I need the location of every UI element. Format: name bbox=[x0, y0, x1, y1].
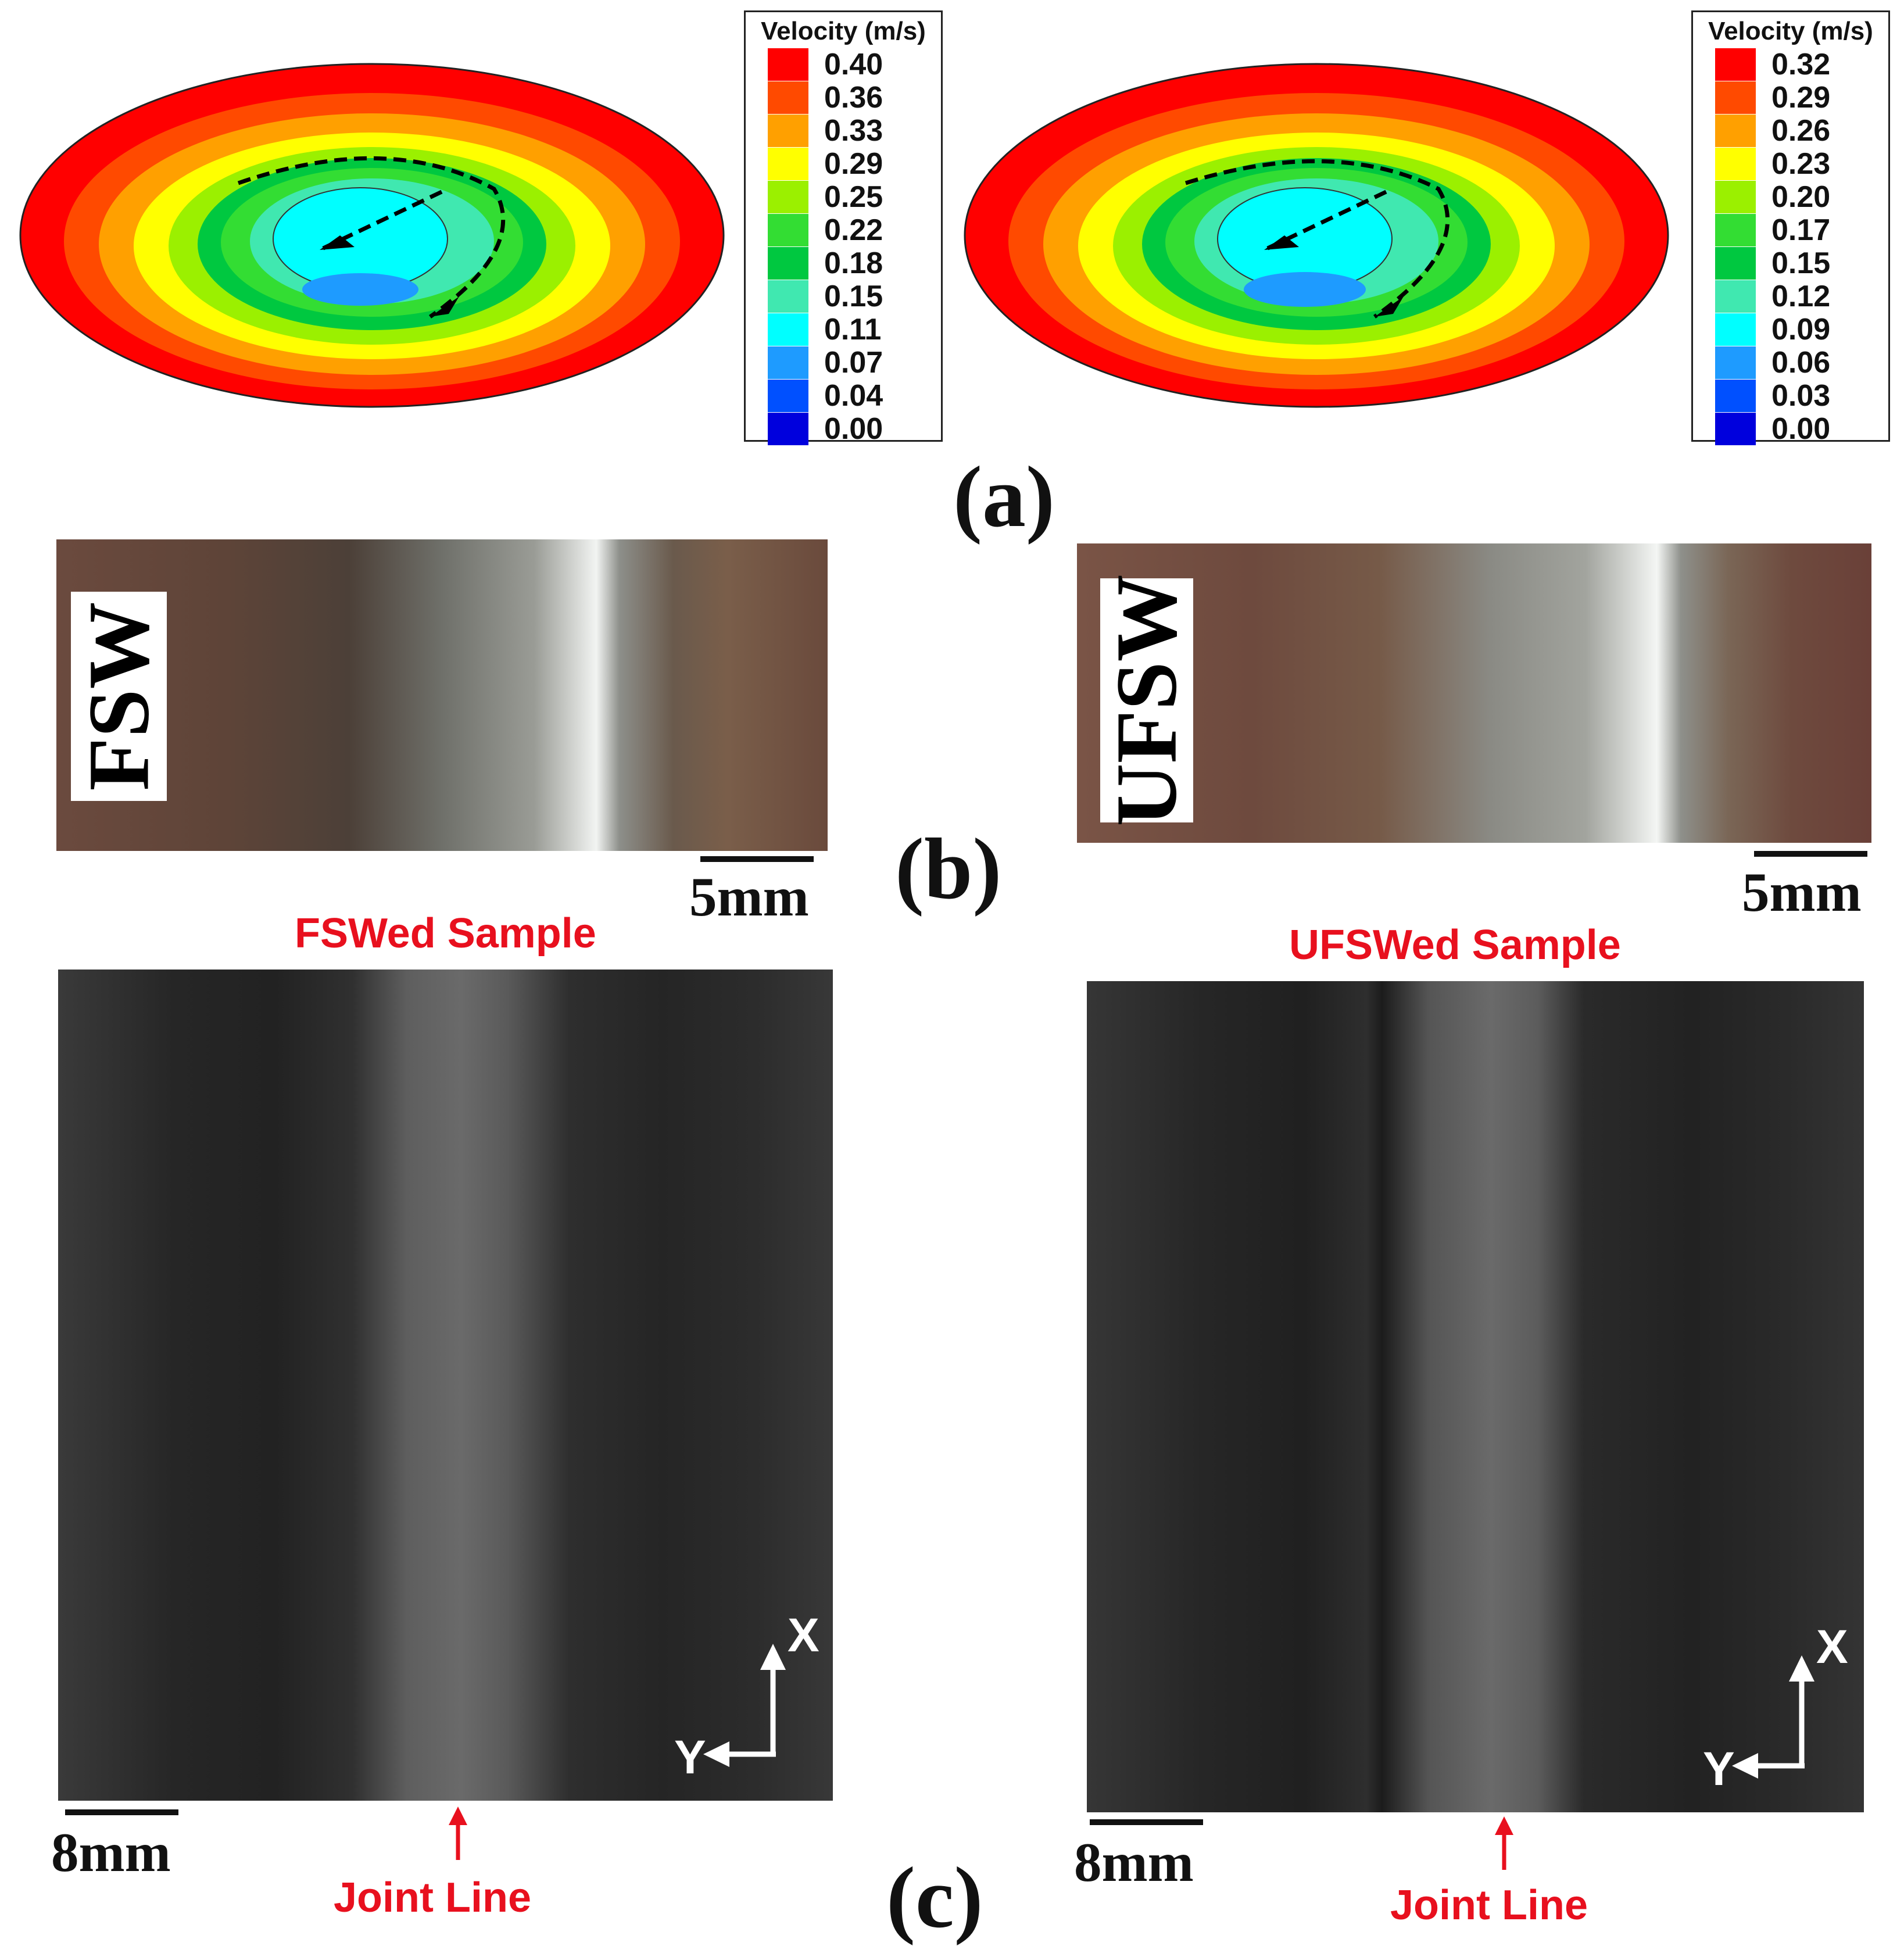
legend-value: 0.03 bbox=[1771, 379, 1831, 413]
scale-bar-right-b bbox=[1754, 851, 1867, 857]
axis-y-label-left: Y bbox=[674, 1731, 706, 1784]
axis-y-label-right: Y bbox=[1703, 1743, 1735, 1795]
panel-c-tag: (c) bbox=[886, 1850, 983, 1946]
legend-value: 0.22 bbox=[824, 213, 883, 247]
scale-label-right-c: 8mm bbox=[1074, 1831, 1194, 1893]
axis-arrows-right bbox=[1732, 1655, 1814, 1779]
axis-x-label-right: X bbox=[1816, 1621, 1848, 1673]
fsw-weld-photo: FSW bbox=[56, 539, 828, 851]
legend-value: 0.20 bbox=[1771, 180, 1831, 214]
legend-value: 0.40 bbox=[824, 48, 883, 81]
legend-value: 0.09 bbox=[1771, 313, 1831, 346]
legend-value: 0.36 bbox=[824, 81, 883, 115]
scale-label-left-b: 5mm bbox=[689, 866, 809, 928]
joint-line-arrow-left bbox=[449, 1807, 467, 1860]
legend-value: 0.17 bbox=[1771, 213, 1831, 247]
legend-title: Velocity (m/s) bbox=[1708, 17, 1873, 45]
axis-arrows-left bbox=[703, 1644, 786, 1767]
legend-value: 0.23 bbox=[1771, 147, 1831, 181]
velocity-legend-right: Velocity (m/s) 0.32 0.29 0.26 0.23 0.20 0.17 0… bbox=[1691, 10, 1890, 446]
legend-swatch bbox=[768, 115, 808, 147]
legend-value: 0.18 bbox=[824, 246, 883, 280]
ufsw-label: UFSW bbox=[1098, 574, 1195, 827]
legend-swatch bbox=[1715, 313, 1756, 346]
joint-line-label-left: Joint Line bbox=[334, 1875, 531, 1921]
legend-value: 0.11 bbox=[824, 313, 882, 346]
legend-swatch bbox=[1715, 81, 1756, 114]
joint-line-label-right: Joint Line bbox=[1390, 1882, 1588, 1929]
fswed-xray-image: X Y bbox=[58, 970, 833, 1801]
panel-a-tag: (a) bbox=[953, 449, 1055, 545]
ufswed-sample-title: UFSWed Sample bbox=[1289, 922, 1621, 968]
legend-value: 0.00 bbox=[824, 412, 883, 446]
legend-value: 0.15 bbox=[1771, 246, 1831, 280]
legend-value: 0.12 bbox=[1771, 280, 1831, 313]
legend-swatch bbox=[768, 48, 808, 81]
legend-title: Velocity (m/s) bbox=[761, 17, 926, 45]
legend-value: 0.32 bbox=[1771, 48, 1831, 81]
legend-swatch bbox=[768, 247, 808, 280]
legend-value: 0.15 bbox=[824, 280, 883, 313]
fsw-label-box: FSW bbox=[71, 592, 167, 801]
fsw-label: FSW bbox=[70, 602, 167, 791]
legend-swatch bbox=[1715, 247, 1756, 280]
legend-swatch bbox=[768, 313, 808, 346]
legend-swatch bbox=[1715, 346, 1756, 379]
legend-swatch bbox=[1715, 181, 1756, 213]
legend-value: 0.25 bbox=[824, 180, 883, 214]
legend-swatch bbox=[768, 148, 808, 180]
legend-value: 0.07 bbox=[824, 346, 883, 380]
legend-swatch bbox=[768, 81, 808, 114]
ufswed-xray-image: X Y bbox=[1087, 981, 1864, 1812]
legend-value: 0.00 bbox=[1771, 412, 1831, 446]
legend-swatch bbox=[768, 346, 808, 379]
ufsw-label-box: UFSW bbox=[1098, 574, 1195, 826]
legend-swatch bbox=[1715, 280, 1756, 313]
scale-bar-left-b bbox=[700, 856, 814, 862]
velocity-contour-left bbox=[19, 63, 725, 408]
legend-value: 0.26 bbox=[1771, 114, 1831, 148]
legend-value: 0.04 bbox=[824, 379, 883, 413]
axis-x-label-left: X bbox=[788, 1609, 819, 1662]
joint-line-arrow-right bbox=[1495, 1816, 1513, 1870]
scale-label-left-c: 8mm bbox=[51, 1822, 171, 1883]
velocity-contour-right bbox=[964, 63, 1669, 408]
velocity-legend-left: Velocity (m/s) 0.40 0.36 0.33 0.29 0.25 0.22 0… bbox=[744, 10, 943, 446]
legend-swatch bbox=[768, 280, 808, 313]
legend-swatch bbox=[768, 181, 808, 213]
panel-b-tag: (b) bbox=[895, 821, 1002, 917]
legend-swatch bbox=[1715, 48, 1756, 81]
legend-value: 0.06 bbox=[1771, 346, 1831, 380]
ufsw-weld-photo: UFSW bbox=[1077, 543, 1871, 843]
legend-value: 0.29 bbox=[1771, 81, 1831, 115]
legend-swatch bbox=[1715, 380, 1756, 412]
legend-swatch bbox=[1715, 214, 1756, 246]
scale-bar-right-c bbox=[1090, 1819, 1203, 1825]
scale-label-right-b: 5mm bbox=[1742, 861, 1862, 923]
fswed-sample-title: FSWed Sample bbox=[295, 910, 596, 957]
legend-swatch bbox=[768, 380, 808, 412]
legend-swatch bbox=[1715, 413, 1756, 445]
scale-bar-left-c bbox=[65, 1809, 178, 1815]
legend-value: 0.29 bbox=[824, 147, 883, 181]
legend-swatch bbox=[1715, 148, 1756, 180]
legend-swatch bbox=[768, 413, 808, 445]
legend-swatch bbox=[1715, 115, 1756, 147]
legend-value: 0.33 bbox=[824, 114, 883, 148]
legend-swatch bbox=[768, 214, 808, 246]
